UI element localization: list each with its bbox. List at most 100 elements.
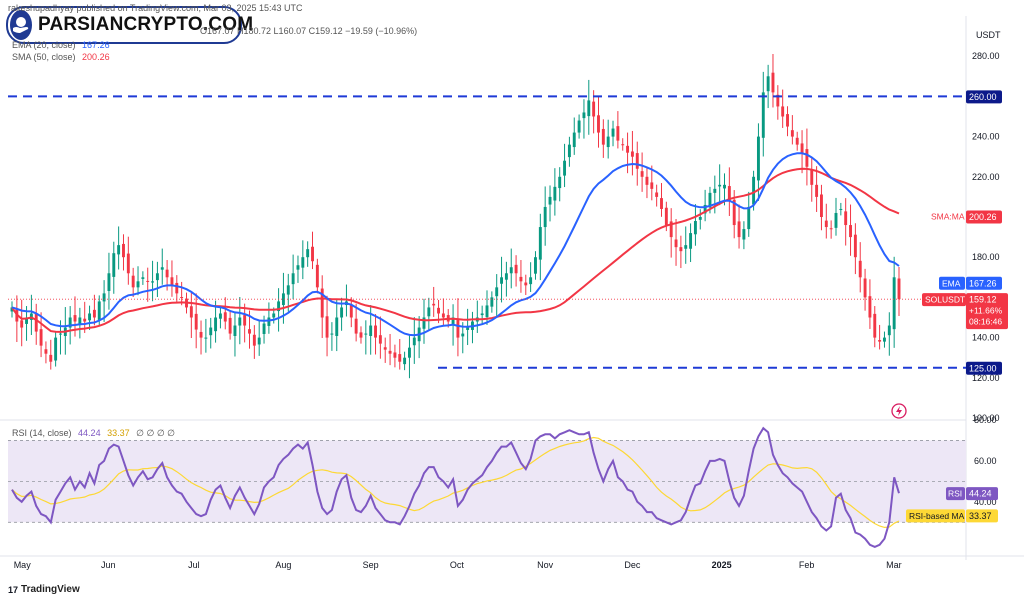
price-tag-timer: 08:16:46 <box>969 317 1002 327</box>
candle-body <box>248 329 251 334</box>
candle-body <box>500 277 504 284</box>
candle-body <box>645 176 649 185</box>
rsi-tick-label: 80.00 <box>974 415 997 425</box>
candle-body <box>257 337 261 345</box>
candle-body <box>214 317 218 332</box>
candle-body <box>54 337 58 361</box>
candle-body <box>679 247 683 252</box>
time-tick-label: Aug <box>275 560 291 570</box>
candle-body <box>122 243 125 258</box>
candle-body <box>684 245 688 249</box>
candle-body <box>592 101 596 117</box>
candle-body <box>538 227 542 260</box>
candle-body <box>849 225 852 238</box>
price-tick-label: 120.00 <box>972 373 1000 383</box>
time-tick-label: Jun <box>101 560 116 570</box>
candle-body <box>752 176 756 205</box>
ema20-line <box>11 152 900 337</box>
candle-body <box>883 337 886 342</box>
sma-value-label: 200.26 <box>969 212 997 222</box>
time-tick-label: Jul <box>188 560 200 570</box>
candle-body <box>626 145 630 153</box>
candle-body <box>311 246 314 262</box>
rsi-line <box>11 426 900 548</box>
candle-body <box>59 333 62 335</box>
publisher-line: rakeshupadhyay published on TradingView.… <box>8 3 303 13</box>
candle-body <box>524 282 528 286</box>
logo-text: PARSIANCRYPTO.COM <box>38 14 254 35</box>
candle-body <box>10 307 14 312</box>
candle-body <box>737 221 741 238</box>
candle-body <box>78 317 82 326</box>
candle-body <box>39 329 43 346</box>
candle-body <box>630 151 634 157</box>
tradingview-label: TradingView <box>21 584 80 595</box>
candle-body <box>272 313 276 318</box>
ohlc-readout: O167.07 H180.72 L160.07 C159.12 −19.59 (… <box>200 26 418 36</box>
candle-body <box>286 285 290 295</box>
candle-body <box>359 332 363 338</box>
ema-legend-label: EMA (20, close) <box>12 40 76 50</box>
candle-body <box>723 184 726 189</box>
sma-legend[interactable]: SMA (50, close) 200.26 <box>12 52 110 62</box>
candle-body <box>829 228 833 230</box>
candle-body <box>824 220 828 228</box>
rsi-ma-tag-label: RSI-based MA <box>909 511 965 521</box>
candle-body <box>349 305 353 318</box>
level-tag-label: 260.00 <box>969 92 997 102</box>
candle-body <box>543 206 547 228</box>
rsi-tag-label: RSI <box>948 489 962 499</box>
candle-body <box>853 234 857 258</box>
rsi-legend-value: 44.24 <box>78 428 101 438</box>
candle-body <box>887 325 891 336</box>
rsi-tick-label: 40.00 <box>974 497 997 507</box>
candle-body <box>621 144 625 146</box>
tradingview-watermark[interactable]: 17 TradingView <box>8 584 80 595</box>
candle-body <box>727 186 731 201</box>
candle-body <box>209 327 213 336</box>
candle-body <box>800 143 804 153</box>
candle-body <box>485 305 489 318</box>
candle-body <box>441 313 445 318</box>
lightning-alert-icon[interactable] <box>891 403 907 419</box>
price-tick-label: 280.00 <box>972 51 1000 61</box>
candle-body <box>815 184 819 197</box>
candle-body <box>529 277 533 285</box>
candle-body <box>83 318 87 322</box>
candle-body <box>597 115 600 133</box>
price-tag-change: +11.66% <box>969 306 1003 316</box>
candle-body <box>364 333 368 335</box>
candle-body <box>868 296 872 318</box>
candle-body <box>761 92 765 138</box>
candle-body <box>68 317 72 328</box>
candle-body <box>669 221 673 238</box>
ema-legend[interactable]: EMA (20, close) 167.26 <box>12 40 110 50</box>
time-tick-label: Mar <box>886 560 902 570</box>
sma50-line <box>11 167 900 333</box>
candle-body <box>388 350 392 354</box>
candle-body <box>766 76 770 92</box>
candle-body <box>548 196 552 205</box>
candle-body <box>383 347 387 350</box>
candle-body <box>713 188 717 193</box>
bitcoin-hand-logo-icon <box>10 10 32 40</box>
candle-body <box>277 301 281 312</box>
candle-body <box>175 282 179 294</box>
candle-body <box>194 313 198 330</box>
candle-body <box>73 315 77 322</box>
candle-body <box>781 106 785 117</box>
candle-body <box>558 176 562 189</box>
candle-body <box>664 207 668 226</box>
rsi-legend[interactable]: RSI (14, close) 44.24 33.37 ∅ ∅ ∅ ∅ <box>12 428 175 439</box>
candle-body <box>374 325 377 338</box>
candle-body <box>126 253 130 274</box>
candle-body <box>718 184 722 187</box>
candle-body <box>262 323 266 334</box>
candle-body <box>49 354 53 362</box>
candle-body <box>88 313 92 321</box>
rsi-ma-value-tag <box>966 509 998 523</box>
candle-body <box>611 128 615 137</box>
candle-body <box>495 287 499 297</box>
rsi-ma-label-tag <box>906 509 965 523</box>
